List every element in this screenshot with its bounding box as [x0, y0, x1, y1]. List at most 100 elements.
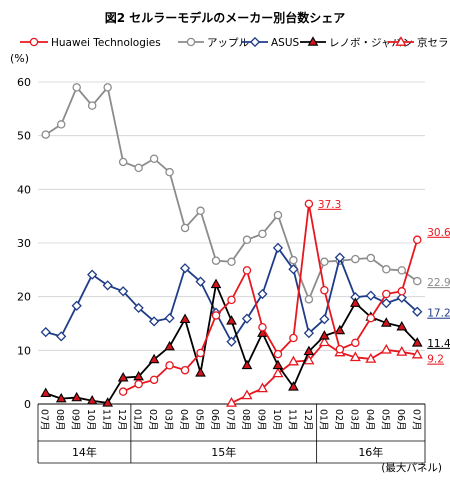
data-point: [180, 365, 190, 375]
data-point: [320, 257, 329, 267]
end-value-label: 11.4: [427, 338, 450, 350]
data-point: [164, 313, 175, 324]
end-value-label: 22.9: [427, 277, 450, 289]
data-point: [319, 330, 330, 340]
data-point: [87, 101, 97, 110]
x-tick-label: 11月: [101, 409, 112, 431]
data-point: [165, 361, 174, 370]
grid: [38, 81, 425, 351]
data-point: [41, 130, 50, 139]
data-point: [179, 263, 191, 274]
x-tick-label: 07月: [225, 409, 236, 431]
end-labels: 30.6 22.9 17.2 11.4 9.2 37.3: [318, 199, 450, 366]
data-point: [149, 154, 159, 163]
data-point: [56, 120, 66, 129]
data-point: [307, 36, 319, 46]
data-point: [242, 235, 252, 245]
data-point: [380, 317, 392, 327]
data-point: [303, 345, 315, 356]
data-point: [211, 311, 221, 320]
series-4: [225, 336, 423, 407]
data-point: [103, 83, 112, 92]
data-point: [272, 242, 284, 253]
data-point: [225, 397, 238, 407]
x-tick-label: 04月: [364, 409, 375, 431]
data-point: [273, 210, 283, 220]
data-point: [258, 229, 267, 239]
x-tick-label: 03月: [163, 409, 174, 431]
end-value-label: 30.6: [427, 227, 450, 239]
series-group: [40, 83, 423, 407]
data-point: [227, 295, 236, 305]
data-point: [257, 288, 268, 300]
end-value-label: 9.2: [427, 354, 444, 366]
data-point: [366, 313, 376, 323]
data-point: [118, 157, 128, 167]
data-point: [382, 265, 391, 274]
data-point: [412, 306, 423, 317]
legend-entry: Huawei Technologies: [51, 37, 161, 49]
data-point: [71, 391, 83, 402]
data-point: [227, 257, 236, 267]
data-point: [195, 276, 206, 287]
data-point: [118, 387, 128, 396]
data-point: [349, 351, 361, 362]
data-point: [149, 375, 159, 385]
data-point: [289, 333, 298, 343]
data-point: [272, 367, 284, 378]
x-tick-label: 11月: [286, 409, 297, 431]
data-point: [71, 300, 82, 311]
x-tick-label: 10月: [271, 409, 282, 431]
data-point: [288, 381, 299, 391]
data-point: [319, 314, 330, 325]
legend-entry: アップル: [207, 37, 249, 49]
data-point: [226, 336, 237, 347]
data-point: [303, 354, 315, 365]
data-point: [40, 326, 51, 338]
y-axis: 0 10 20 30 40 50 60: [17, 76, 425, 411]
data-point: [287, 355, 299, 366]
data-point: [249, 36, 261, 48]
data-point: [196, 348, 205, 358]
data-point: [164, 340, 175, 351]
data-point: [365, 290, 376, 301]
x-axis: 07月 08月 09月 10月 11月 12月 01月 02月 03月 04月 05月 06月 07月 0…: [37, 404, 426, 464]
year-label: 16年: [358, 445, 383, 459]
x-tick-label: 12月: [302, 409, 313, 431]
x-tick-label: 07月: [410, 409, 421, 431]
data-point: [241, 359, 253, 370]
end-value-label: 17.2: [427, 308, 450, 320]
data-point: [380, 343, 392, 354]
chart-title: 図2 セルラーモデルのメーカー別台数シェア: [105, 10, 346, 25]
x-tick-label: 09月: [70, 409, 81, 431]
data-point: [395, 36, 407, 46]
y-axis-label: (%): [10, 52, 29, 65]
data-point: [288, 264, 299, 275]
x-tick-label: 12月: [116, 409, 127, 431]
x-tick-label: 04月: [178, 409, 189, 431]
data-point: [413, 276, 422, 286]
x-tick-label: 02月: [333, 409, 344, 431]
data-point: [72, 83, 81, 92]
data-point: [186, 37, 196, 47]
data-point: [366, 253, 376, 263]
y-tick-label: 20: [17, 291, 31, 304]
x-tick-label: 10月: [85, 409, 96, 431]
data-point: [210, 278, 222, 289]
data-point: [396, 321, 408, 331]
data-point: [351, 254, 360, 264]
year-label: 14年: [72, 445, 97, 459]
data-point: [134, 163, 143, 173]
data-point: [320, 285, 329, 295]
data-point: [382, 289, 391, 299]
data-point: [304, 199, 314, 209]
data-point: [134, 379, 143, 389]
data-point: [272, 359, 284, 370]
data-point: [87, 269, 98, 280]
data-point: [334, 324, 346, 335]
data-point: [40, 387, 52, 398]
data-point: [318, 336, 330, 347]
x-tick-label: 05月: [379, 409, 390, 431]
data-point: [258, 323, 267, 332]
